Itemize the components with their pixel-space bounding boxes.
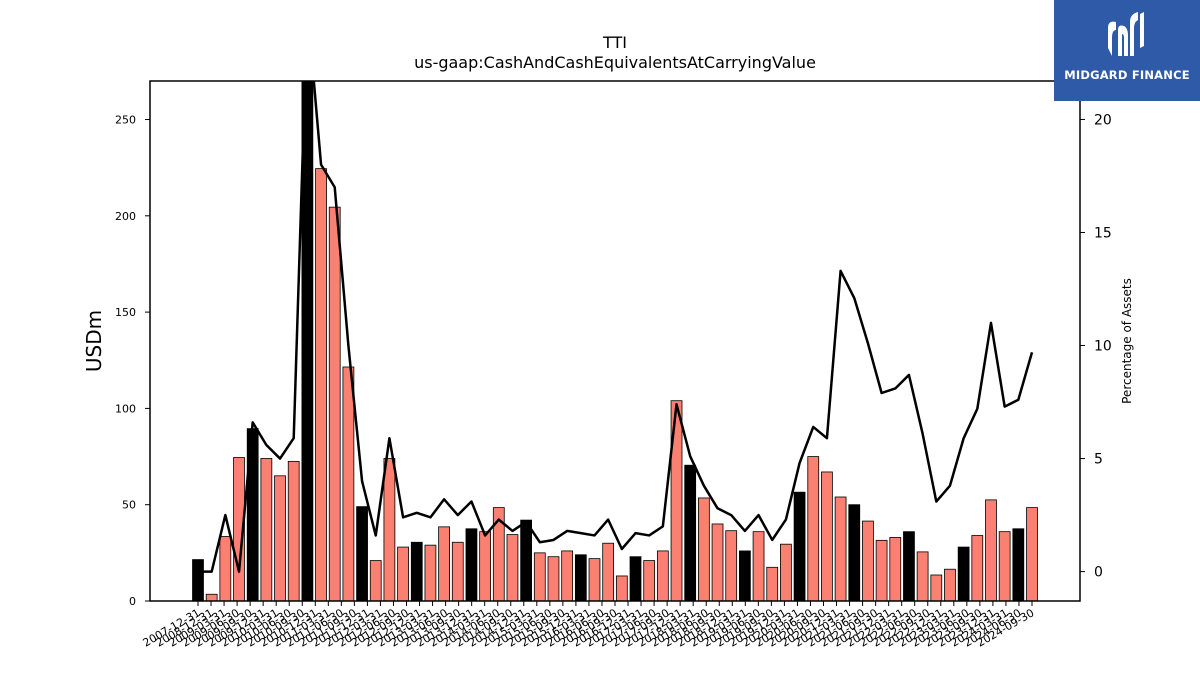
bar: [369, 560, 382, 601]
y-tick-label: 250: [115, 114, 136, 127]
bar: [629, 556, 642, 601]
bar: [588, 558, 601, 601]
bar: [205, 593, 218, 601]
bar: [328, 206, 341, 601]
bar-series: [192, 81, 1038, 601]
bar: [192, 559, 204, 601]
y2-tick-label: 5: [1094, 452, 1103, 468]
bar: [670, 400, 683, 601]
bar: [862, 520, 874, 601]
bar: [698, 497, 710, 601]
bar: [492, 507, 505, 601]
bar: [260, 458, 273, 601]
bar: [1012, 528, 1025, 601]
bar: [725, 530, 738, 601]
y2-tick-label: 10: [1094, 339, 1112, 355]
bar: [301, 81, 314, 601]
bar: [383, 458, 396, 601]
bar: [793, 491, 806, 601]
chart-title: TTI: [602, 33, 627, 52]
bar: [889, 537, 902, 601]
bar: [903, 531, 915, 601]
y-tick-label: 100: [115, 402, 136, 415]
x-axis-ticks: 2007-12-312008-12-312009-03-312009-06-30…: [141, 601, 1037, 650]
bar: [875, 539, 888, 601]
bar: [574, 554, 587, 601]
bar: [410, 541, 423, 601]
bar: [397, 546, 409, 601]
bar: [315, 168, 327, 601]
y-tick-label: 0: [129, 595, 136, 608]
y2-tick-label: 0: [1094, 565, 1103, 581]
logo-name: MIDGARD FINANCE: [1064, 68, 1190, 82]
bar: [971, 535, 984, 601]
y2-tick-label: 20: [1094, 112, 1112, 128]
bar: [930, 574, 943, 601]
bar: [780, 543, 792, 601]
bar: [656, 550, 669, 601]
bar: [274, 475, 286, 601]
y-axis-ticks: 0 50 100 150 200 250 0 5 10 15 20: [115, 112, 1112, 608]
y-tick-label: 200: [115, 210, 136, 223]
midgard-finance-logo: MIDGARD FINANCE: [1054, 0, 1200, 101]
bar: [451, 541, 464, 601]
bar: [752, 531, 765, 601]
bar: [985, 499, 997, 601]
bar: [957, 546, 970, 601]
bar: [643, 560, 656, 601]
bar: [848, 504, 861, 601]
bar: [356, 506, 368, 601]
bar: [615, 575, 628, 601]
bar: [1026, 507, 1038, 601]
y-tick-label: 50: [122, 499, 136, 512]
bar: [547, 556, 560, 601]
bar: [424, 544, 437, 601]
y-tick-label: 150: [115, 306, 136, 319]
bar: [506, 534, 519, 601]
bar: [998, 531, 1011, 601]
line-series: [198, 81, 1034, 573]
bar: [711, 523, 724, 601]
bar: [602, 542, 615, 601]
logo-mark-icon: [1108, 12, 1144, 57]
bar: [739, 550, 751, 601]
bar: [766, 566, 779, 601]
bar: [465, 528, 478, 601]
bar: [287, 460, 300, 601]
bar: [520, 519, 532, 601]
y2-axis-label: Percentage of Assets: [1120, 278, 1134, 404]
line-path: [198, 81, 1034, 573]
bar: [438, 526, 450, 601]
bar: [219, 536, 232, 601]
bar: [342, 366, 355, 601]
bar: [561, 550, 574, 601]
bar: [821, 471, 833, 601]
bar: [916, 551, 929, 601]
bar: [834, 496, 847, 601]
y2-tick-label: 15: [1094, 225, 1112, 241]
bar: [944, 568, 956, 601]
chart-subtitle: us-gaap:CashAndCashEquivalentsAtCarrying…: [414, 53, 816, 72]
bar: [684, 464, 697, 601]
bar: [479, 531, 491, 601]
bar: [533, 552, 546, 601]
y-axis-label: USDm: [82, 310, 106, 372]
bar: [807, 456, 820, 601]
